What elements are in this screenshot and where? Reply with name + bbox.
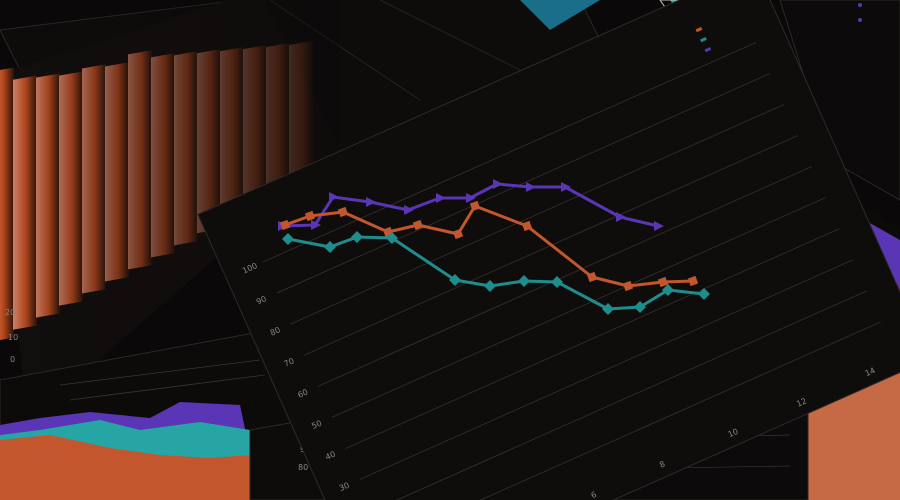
y-tick-label: 80 [269, 325, 282, 337]
y-tick-label: 40 [324, 450, 337, 462]
series-0-point [466, 193, 476, 203]
x-tick-label: 10 [727, 427, 740, 439]
y-tick-label: 70 [283, 356, 296, 368]
series-1-point [687, 275, 699, 287]
y-tick-label: 50 [310, 419, 323, 431]
y-tick-label: 60 [296, 387, 309, 399]
y-tick-label: 90 [255, 294, 268, 306]
series-2-point [602, 303, 614, 315]
series-2-point [518, 275, 530, 287]
legend-marker-2 [704, 47, 712, 53]
series-line-1 [284, 204, 694, 288]
series-2-point [386, 232, 398, 244]
chart-gridlines [262, 42, 881, 500]
series-0-point [329, 192, 339, 202]
gridline-8 [373, 290, 867, 500]
series-2-point [282, 233, 294, 245]
series-0-point [561, 182, 571, 192]
bottom-tick-80: 80 [298, 463, 308, 472]
series-0-point [404, 205, 414, 215]
series-line-0 [281, 182, 659, 228]
series-1-point [586, 271, 598, 283]
gridline-7 [359, 259, 854, 480]
series-1-point [452, 228, 464, 240]
left-tick-20: 20 [5, 308, 15, 317]
chart-data-lines [278, 179, 710, 315]
series-0-point [311, 220, 321, 230]
x-tick-label: 8 [658, 459, 666, 469]
series-2-point [698, 288, 710, 300]
series-2-point [634, 301, 646, 313]
y-tick-label: 30 [338, 481, 351, 493]
x-tick-label: 12 [795, 396, 808, 408]
series-1-point [521, 220, 533, 232]
series-2-point [551, 276, 563, 288]
gridline-4 [317, 166, 812, 387]
series-0-point [493, 179, 503, 189]
legend-marker-1 [700, 37, 707, 43]
gridline-5 [331, 197, 826, 418]
series-2-point [484, 280, 496, 292]
series-2-point [351, 231, 363, 243]
series-0-point [526, 182, 536, 192]
bottom-left-area-chart [0, 329, 331, 500]
series-1-point [279, 219, 291, 231]
series-1-point [622, 280, 634, 292]
gridline-0 [262, 42, 757, 263]
x-tick-label: 6 [590, 490, 598, 500]
chart-y-ticks: 100908070605040302010 [241, 261, 351, 493]
x-tick-label: 14 [864, 366, 877, 378]
chart-legend-markers [695, 26, 712, 53]
gridline-9 [387, 321, 881, 500]
series-0-point [654, 221, 664, 231]
left-tick-10: 10 [8, 333, 18, 342]
series-2-point [662, 284, 674, 296]
gridline-2 [290, 104, 784, 325]
chart-x-ticks: 468101214 [590, 366, 877, 500]
gridline-1 [276, 73, 771, 294]
series-1-point [657, 276, 669, 288]
series-2-point [324, 241, 336, 253]
series-0-point [436, 193, 446, 203]
series-0-point [366, 197, 376, 207]
series-line-2 [287, 235, 705, 311]
legend-marker-0 [695, 26, 703, 33]
series-1-point [412, 219, 424, 231]
series-2-point [449, 274, 461, 286]
series-1-point [469, 200, 481, 212]
left-tick-0: 0 [10, 355, 15, 364]
series-1-point [304, 210, 316, 222]
gridline-6 [345, 228, 840, 449]
series-0-point [616, 212, 626, 222]
series-1-point [337, 206, 349, 218]
